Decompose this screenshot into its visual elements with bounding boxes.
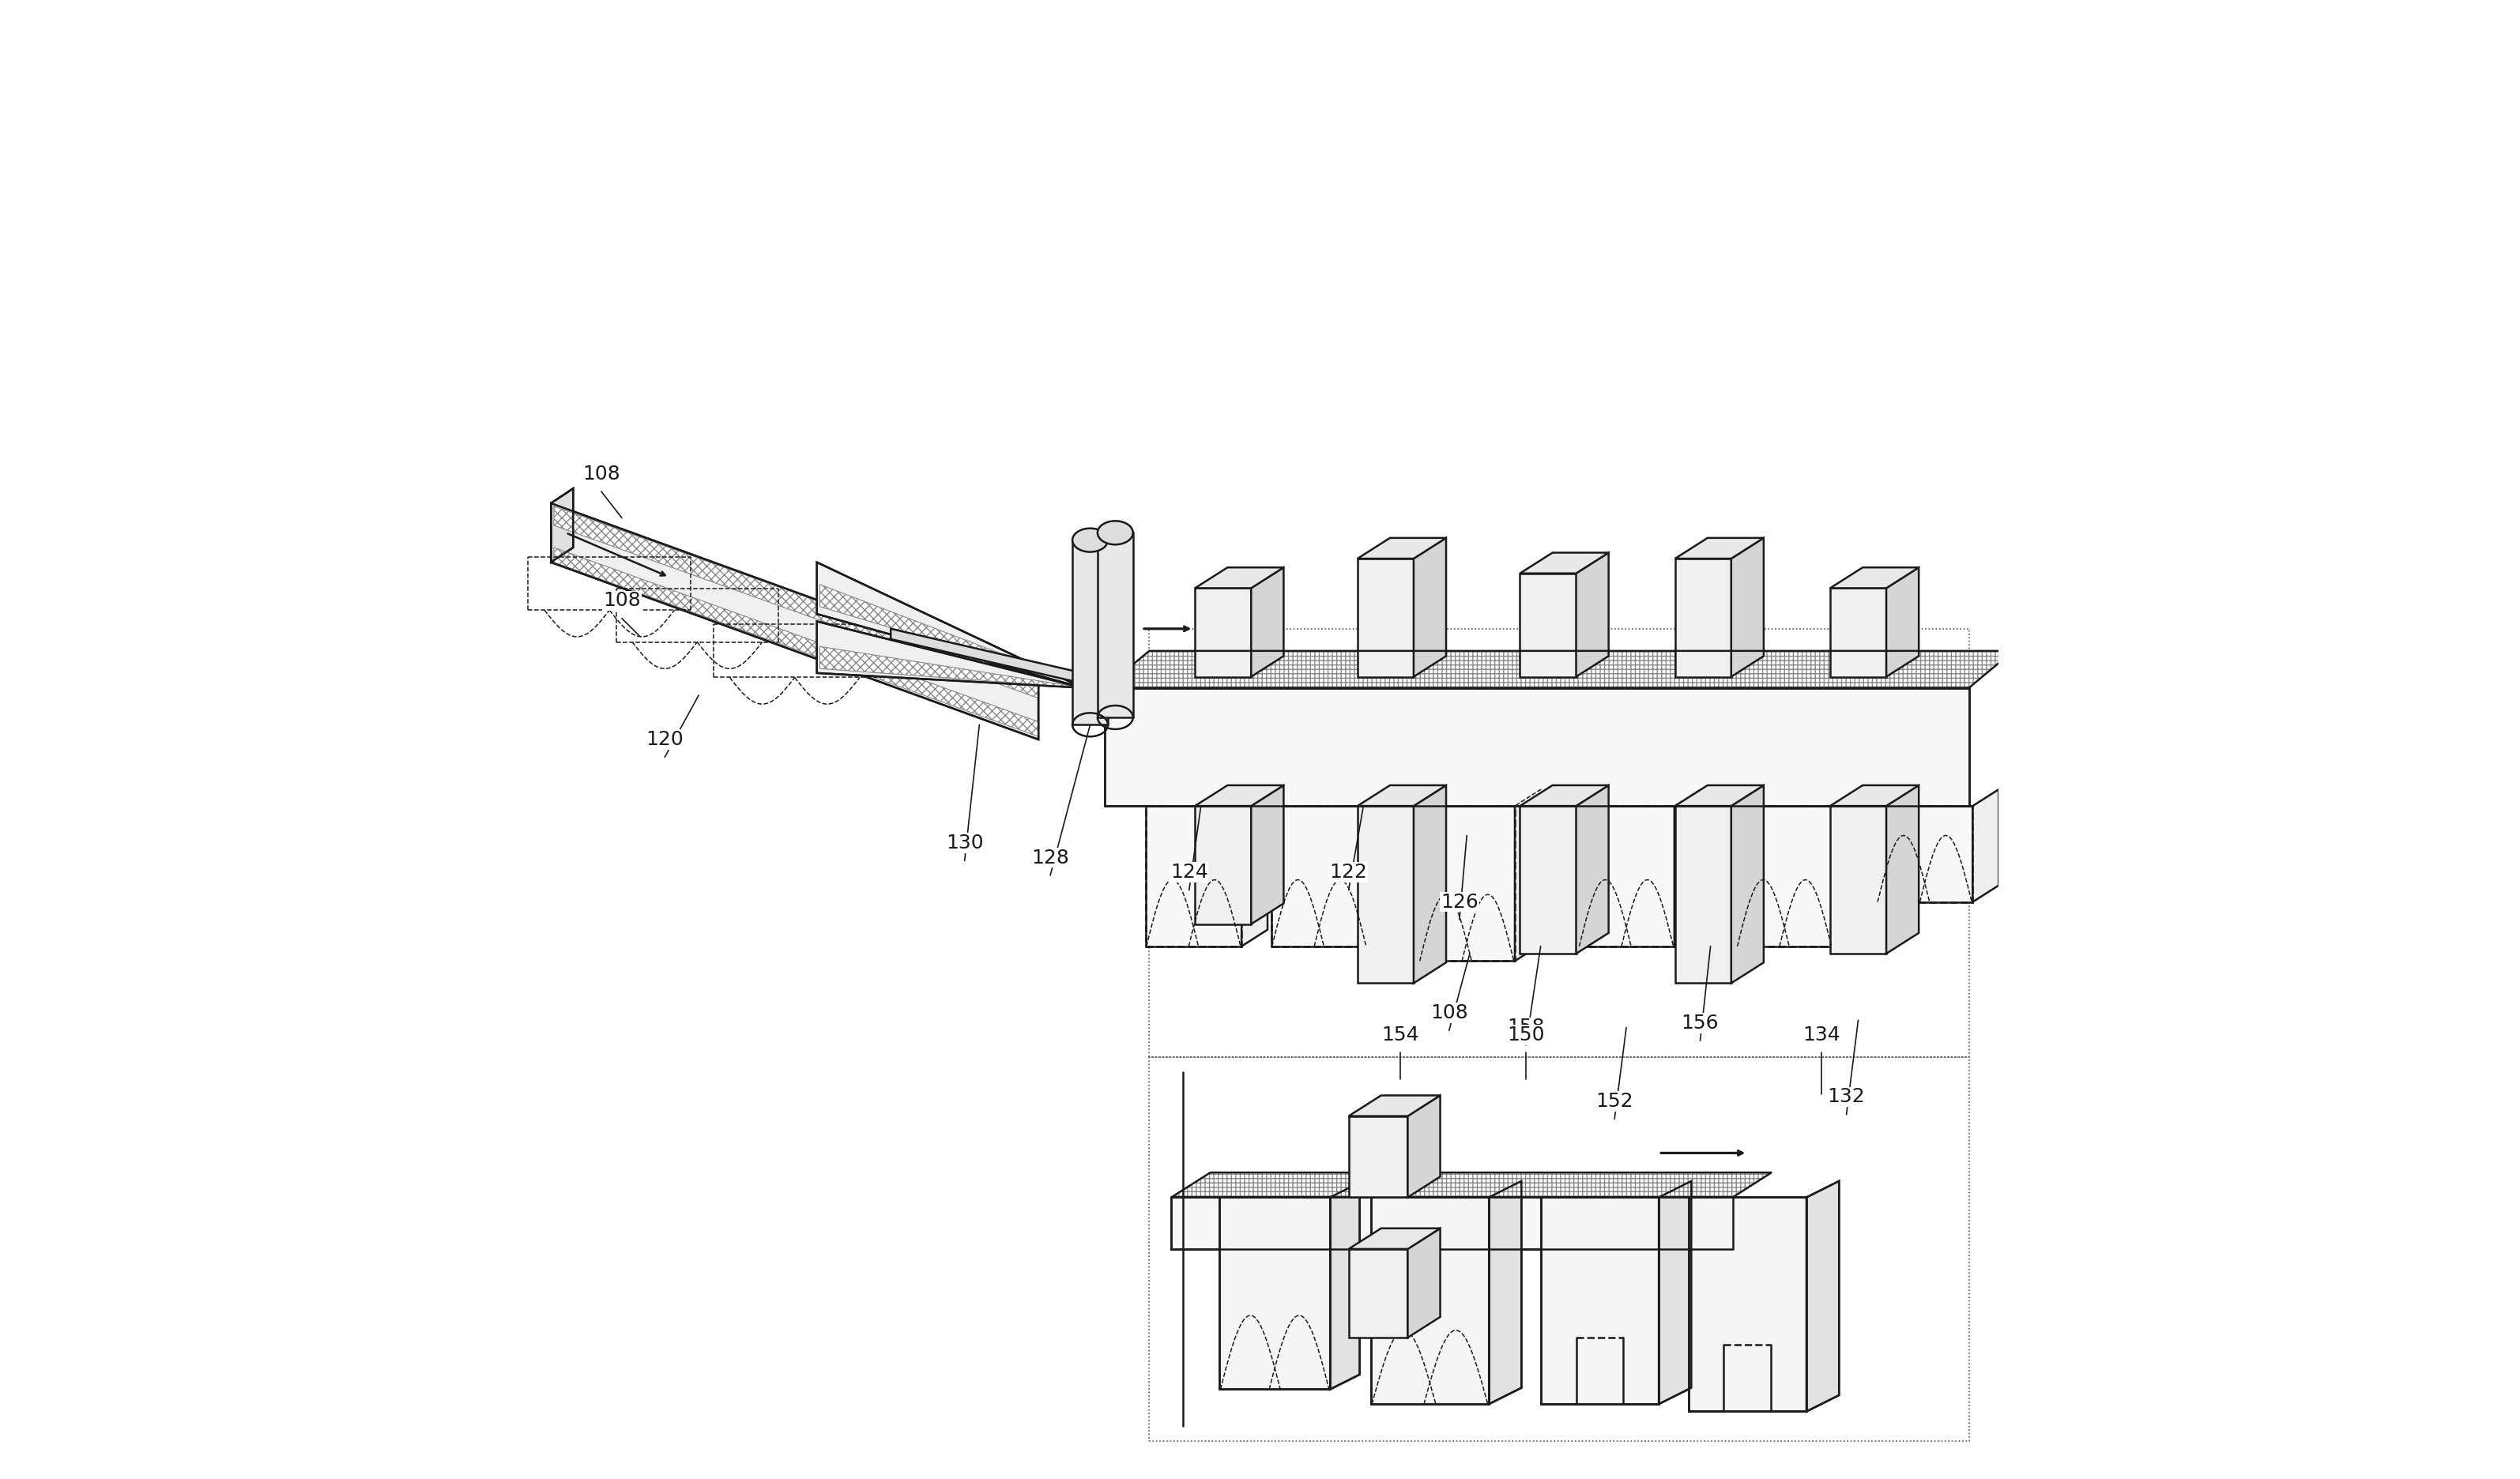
Text: 156: 156 xyxy=(1681,1013,1719,1032)
Polygon shape xyxy=(1104,651,2013,688)
Polygon shape xyxy=(1348,1096,1441,1117)
Polygon shape xyxy=(1270,806,1366,947)
Polygon shape xyxy=(1520,574,1575,677)
Text: 128: 128 xyxy=(1031,847,1068,867)
Polygon shape xyxy=(1250,568,1283,677)
Text: 134: 134 xyxy=(1802,1025,1840,1044)
Polygon shape xyxy=(1250,785,1283,924)
Polygon shape xyxy=(1147,806,1242,947)
Polygon shape xyxy=(1515,790,1540,961)
Text: 124: 124 xyxy=(1169,862,1207,881)
Polygon shape xyxy=(1419,806,1515,961)
Polygon shape xyxy=(1832,790,1857,947)
Polygon shape xyxy=(1074,540,1109,725)
Polygon shape xyxy=(1830,785,1918,806)
Polygon shape xyxy=(1194,806,1250,924)
Polygon shape xyxy=(554,547,1038,737)
Polygon shape xyxy=(1348,1229,1441,1248)
Text: 150: 150 xyxy=(1507,1025,1545,1044)
Polygon shape xyxy=(1731,785,1764,984)
Text: 130: 130 xyxy=(945,833,983,852)
Polygon shape xyxy=(1973,790,1998,902)
Polygon shape xyxy=(1676,806,1731,984)
Polygon shape xyxy=(1242,790,1268,947)
Polygon shape xyxy=(1172,1198,1734,1248)
Polygon shape xyxy=(1358,785,1446,806)
Polygon shape xyxy=(1194,589,1250,677)
Polygon shape xyxy=(1830,589,1887,677)
Polygon shape xyxy=(1830,568,1918,589)
Polygon shape xyxy=(1887,568,1918,677)
Text: 108: 108 xyxy=(602,592,640,611)
Polygon shape xyxy=(816,562,1084,688)
Polygon shape xyxy=(1676,538,1764,559)
Polygon shape xyxy=(1807,1182,1840,1411)
Polygon shape xyxy=(552,503,1038,740)
Polygon shape xyxy=(819,584,1084,685)
Bar xyxy=(1149,629,1968,1057)
Polygon shape xyxy=(1578,806,1673,947)
Polygon shape xyxy=(819,646,1084,688)
Polygon shape xyxy=(1676,785,1764,806)
Polygon shape xyxy=(1194,785,1283,806)
Polygon shape xyxy=(1366,790,1394,947)
Polygon shape xyxy=(1414,785,1446,984)
Polygon shape xyxy=(1673,790,1701,947)
Ellipse shape xyxy=(1074,528,1109,552)
Polygon shape xyxy=(1731,538,1764,677)
Polygon shape xyxy=(1358,559,1414,677)
Polygon shape xyxy=(890,629,1084,683)
Polygon shape xyxy=(816,621,1084,688)
Polygon shape xyxy=(1172,1173,1772,1198)
Polygon shape xyxy=(1409,1096,1441,1198)
Polygon shape xyxy=(1348,1117,1409,1198)
Text: 126: 126 xyxy=(1441,892,1479,911)
Polygon shape xyxy=(1331,1183,1361,1389)
Text: 122: 122 xyxy=(1331,862,1368,881)
Polygon shape xyxy=(1540,1198,1658,1404)
Polygon shape xyxy=(1887,785,1918,954)
Text: 108: 108 xyxy=(582,464,620,484)
Polygon shape xyxy=(1575,785,1608,954)
Polygon shape xyxy=(1358,806,1414,984)
Polygon shape xyxy=(1520,553,1608,574)
Polygon shape xyxy=(1220,1198,1331,1389)
Polygon shape xyxy=(552,488,572,562)
Polygon shape xyxy=(1194,568,1283,589)
Polygon shape xyxy=(1104,688,1968,806)
Polygon shape xyxy=(1358,538,1446,559)
Polygon shape xyxy=(1099,532,1134,717)
Polygon shape xyxy=(1676,559,1731,677)
Polygon shape xyxy=(1877,806,1973,902)
Polygon shape xyxy=(554,506,1038,698)
Text: 152: 152 xyxy=(1595,1092,1633,1111)
Ellipse shape xyxy=(1099,521,1134,544)
Polygon shape xyxy=(1409,1229,1441,1337)
Text: 108: 108 xyxy=(1431,1003,1469,1022)
Polygon shape xyxy=(1520,785,1608,806)
Text: 120: 120 xyxy=(645,731,683,748)
Polygon shape xyxy=(1371,1198,1489,1404)
Text: 154: 154 xyxy=(1381,1025,1419,1044)
Polygon shape xyxy=(1489,1182,1522,1404)
Polygon shape xyxy=(1736,806,1832,947)
Polygon shape xyxy=(1348,1248,1409,1337)
Polygon shape xyxy=(1520,806,1575,954)
Polygon shape xyxy=(1575,553,1608,677)
Polygon shape xyxy=(1830,806,1887,954)
Text: 158: 158 xyxy=(1507,1018,1545,1037)
Polygon shape xyxy=(1414,538,1446,677)
Polygon shape xyxy=(1688,1198,1807,1411)
Bar xyxy=(1149,1057,1968,1441)
Text: 132: 132 xyxy=(1827,1087,1865,1106)
Polygon shape xyxy=(1658,1182,1691,1404)
